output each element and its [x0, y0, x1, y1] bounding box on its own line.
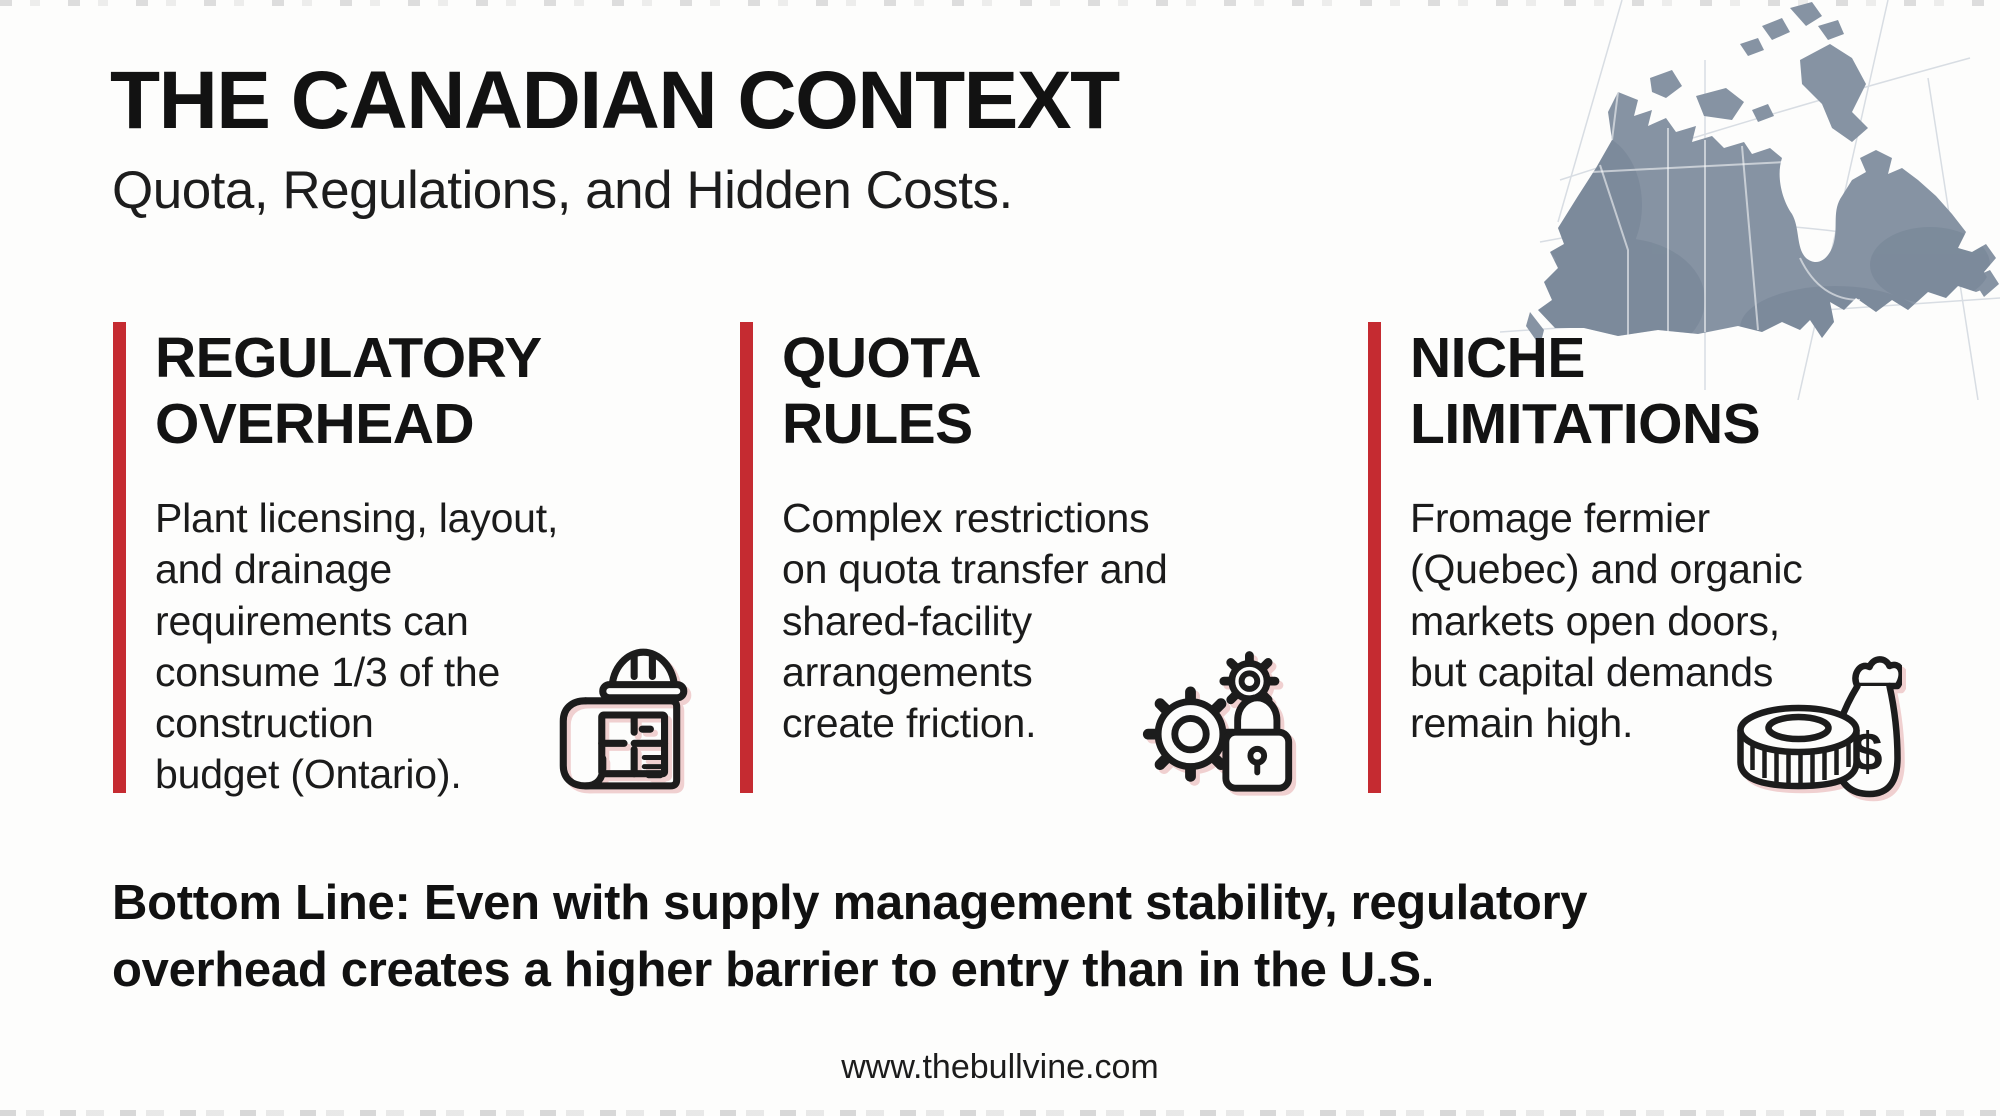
- column-niche-limitations: NICHE LIMITATIONS Fromage fermier (Quebe…: [1368, 320, 1943, 793]
- blueprint-hardhat-icon: [545, 636, 697, 796]
- accent-bar: [1368, 322, 1381, 793]
- cheese-moneybag-icon: $: [1726, 646, 1902, 798]
- bottom-line-text: Bottom Line: Even with supply management…: [112, 876, 1588, 997]
- column-body: Complex restrictions on quota transfer a…: [782, 495, 1168, 747]
- column-quota-rules: QUOTA RULES Complex restrictions on quot…: [740, 320, 1315, 793]
- edge-artifact-bottom: [0, 1110, 2000, 1116]
- edge-artifact-top: [0, 0, 2000, 6]
- page-title: THE CANADIAN CONTEXT: [110, 55, 1120, 146]
- column-heading: NICHE LIMITATIONS: [1410, 326, 1761, 457]
- column-regulatory-overhead: REGULATORY OVERHEAD Plant licensing, lay…: [113, 320, 688, 801]
- accent-bar: [113, 322, 126, 793]
- column-body: Fromage fermier (Quebec) and organic mar…: [1410, 495, 1803, 747]
- accent-bar: [740, 322, 753, 793]
- canada-map-icon: [1500, 0, 2000, 400]
- column-heading: REGULATORY OVERHEAD: [155, 326, 542, 457]
- footer-url: www.thebullvine.com: [841, 1048, 1159, 1086]
- column-heading: QUOTA RULES: [782, 326, 982, 457]
- page-subtitle: Quota, Regulations, and Hidden Costs.: [112, 161, 1013, 220]
- column-body: Plant licensing, layout, and drainage re…: [155, 495, 559, 798]
- gears-lock-icon: [1136, 634, 1300, 796]
